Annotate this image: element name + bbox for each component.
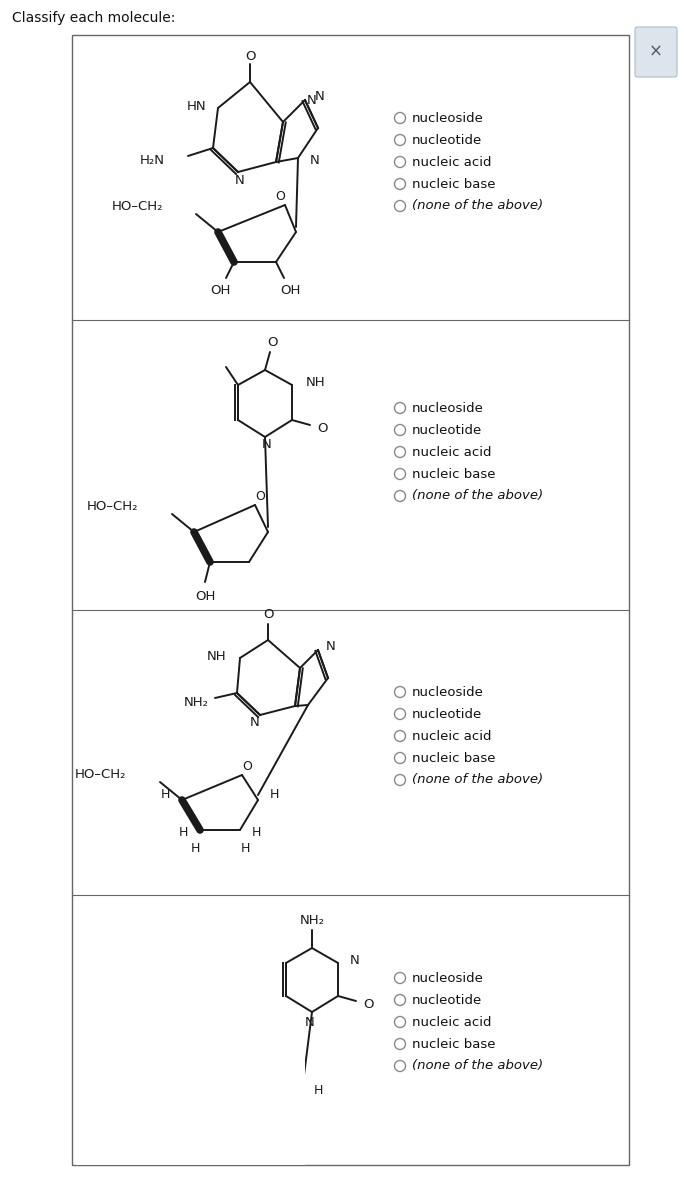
Text: N: N	[235, 173, 245, 187]
Text: OH: OH	[210, 283, 231, 297]
Text: N: N	[315, 90, 325, 103]
Text: nucleotide: nucleotide	[412, 708, 482, 720]
Text: CH₂: CH₂	[226, 1061, 250, 1074]
Text: OH: OH	[280, 283, 300, 297]
Text: O: O	[317, 421, 327, 434]
Text: NH₂: NH₂	[300, 914, 324, 927]
Text: N: N	[307, 94, 317, 108]
FancyBboxPatch shape	[635, 28, 677, 77]
Text: O: O	[160, 1041, 170, 1054]
Text: H: H	[161, 788, 170, 801]
Bar	[72, 35, 629, 1165]
Text: N: N	[250, 716, 260, 730]
Text: O: O	[363, 997, 373, 1011]
Text: ⁻O: ⁻O	[98, 1068, 115, 1081]
Text: P: P	[161, 1067, 169, 1080]
Text: N: N	[305, 1015, 315, 1029]
Text: O⁻: O⁻	[156, 1098, 174, 1111]
Text: (none of the above): (none of the above)	[412, 774, 543, 787]
Bar	[75, 1035, 305, 1165]
Text: H: H	[289, 1141, 298, 1153]
Text: O: O	[263, 609, 273, 622]
Text: H: H	[179, 825, 188, 838]
Text: H: H	[270, 788, 279, 801]
Text: H₂N: H₂N	[140, 153, 165, 166]
Text: nucleoside: nucleoside	[412, 971, 484, 984]
Text: nucleoside: nucleoside	[412, 685, 484, 698]
Text: H: H	[240, 842, 250, 854]
Text: O: O	[242, 761, 252, 774]
Text: O: O	[155, 1037, 166, 1050]
Text: NH₂: NH₂	[184, 696, 209, 709]
Text: H: H	[314, 1085, 324, 1098]
Text: (none of the above): (none of the above)	[412, 1060, 543, 1073]
Text: H: H	[295, 1123, 304, 1135]
Text: nucleotide: nucleotide	[412, 423, 482, 437]
Text: (none of the above): (none of the above)	[412, 200, 543, 213]
Text: O: O	[255, 490, 265, 504]
Text: nucleoside: nucleoside	[412, 111, 484, 124]
Text: (none of the above): (none of the above)	[412, 489, 543, 502]
Text: Classify each molecule:: Classify each molecule:	[12, 11, 175, 25]
Text: H: H	[190, 842, 200, 854]
Text: N: N	[350, 954, 360, 968]
Text: nucleic base: nucleic base	[412, 751, 495, 764]
Text: O⁻: O⁻	[151, 1087, 169, 1100]
Text: ×: ×	[649, 43, 663, 61]
Text: ⁻O: ⁻O	[103, 1061, 120, 1074]
Text: NH: NH	[207, 649, 226, 663]
Text: nucleic base: nucleic base	[412, 1037, 495, 1050]
Text: O: O	[288, 1056, 298, 1068]
Text: nucleotide: nucleotide	[412, 994, 482, 1007]
Text: H: H	[283, 1139, 293, 1152]
Text: N: N	[326, 640, 336, 653]
Text: O: O	[193, 1061, 204, 1074]
Text: nucleoside: nucleoside	[412, 402, 484, 415]
Text: nucleic base: nucleic base	[412, 177, 495, 190]
Text: H: H	[252, 825, 261, 838]
Text: nucleotide: nucleotide	[412, 134, 482, 146]
Text: OH: OH	[228, 1153, 248, 1165]
Text: HO–CH₂: HO–CH₂	[111, 201, 163, 214]
Text: O: O	[245, 49, 255, 62]
Text: N: N	[262, 439, 272, 452]
Text: NH: NH	[306, 377, 326, 390]
Text: HO–CH₂: HO–CH₂	[75, 769, 126, 781]
Text: O: O	[275, 190, 285, 203]
Text: nucleic acid: nucleic acid	[412, 155, 492, 169]
Text: HO–CH₂: HO–CH₂	[86, 500, 138, 513]
Text: O: O	[267, 336, 278, 348]
Text: nucleic base: nucleic base	[412, 468, 495, 481]
Text: nucleic acid: nucleic acid	[412, 730, 492, 743]
Text: CH₂: CH₂	[166, 1069, 190, 1082]
Text: OH: OH	[195, 591, 215, 604]
Text: H: H	[207, 1085, 216, 1098]
Text: H: H	[222, 1123, 231, 1135]
Text: HN: HN	[186, 99, 206, 112]
Text: nucleic acid: nucleic acid	[412, 1015, 492, 1029]
Text: P: P	[156, 1061, 164, 1074]
Text: nucleic acid: nucleic acid	[412, 445, 492, 458]
Text: N: N	[310, 153, 319, 166]
Text: O: O	[207, 1068, 218, 1081]
